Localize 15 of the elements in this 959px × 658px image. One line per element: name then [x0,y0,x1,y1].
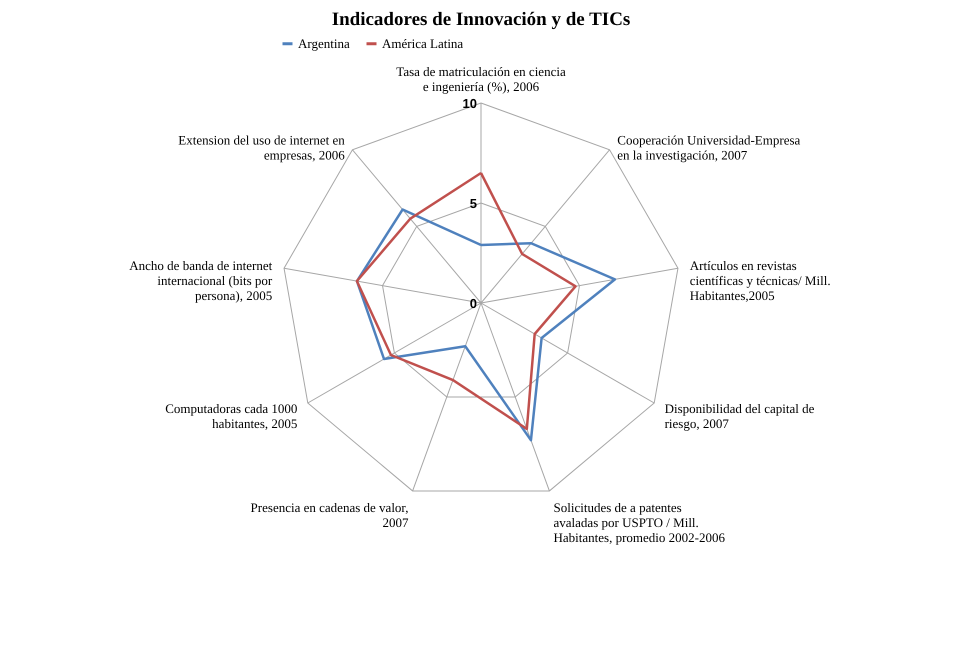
y-tick-label: 5 [469,196,476,211]
chart-title: Indicadores de Innovación y de TICs [331,9,630,30]
spoke-label: Presencia en cadenas de valor, 2007 [250,500,408,530]
y-tick-label: 0 [469,296,476,311]
spoke-label: Tasa de matriculación en ciencia e ingeniería (%), 2006 [396,64,566,94]
legend-label: América Latina [382,36,463,51]
spoke-label: Artículos en revistas científicas y técnicas/ Mill. Habitantes,2005 [689,258,830,304]
spoke-label: Cooperación Universidad-Empresa en la investigación, 2007 [616,132,800,163]
spoke-label: Solicitudes de a patentes avaladas por USPTO / Mill. Habitantes, promedio 2002-2006 [553,500,726,546]
y-tick-label: 10 [462,96,476,111]
spoke-label: Computadoras cada 1000 habitantes, 2005 [164,401,297,431]
spoke-label: Extension del uso de internet en empresas, 2006 [178,132,345,163]
spoke-label: Disponibilidad del capital de riesgo, 2007 [664,401,814,431]
legend-label: Argentina [298,36,350,51]
spoke-label: Ancho de banda de internet internacional (bits por persona), 2005 [128,258,272,304]
